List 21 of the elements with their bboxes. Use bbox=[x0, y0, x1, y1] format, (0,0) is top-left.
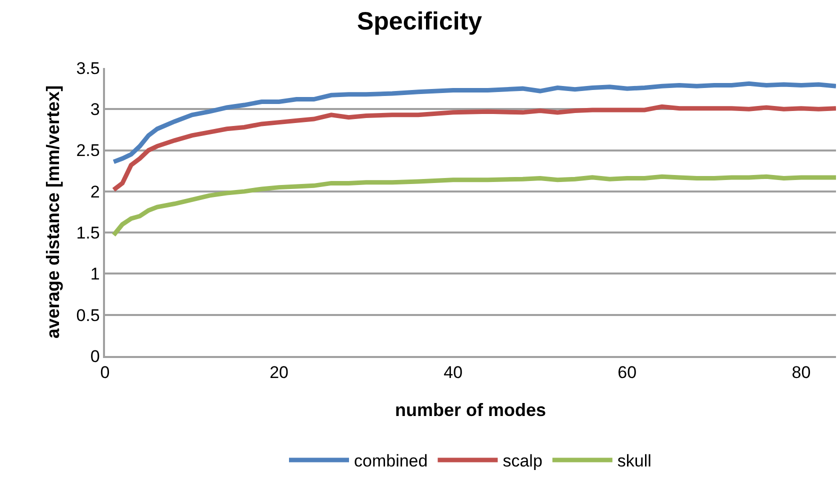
x-tick-label: 80 bbox=[792, 363, 811, 382]
chart-title: Specificity bbox=[356, 8, 482, 36]
legend-label: scalp bbox=[502, 452, 542, 471]
legend-label: skull bbox=[617, 452, 652, 471]
y-tick-label: 1.5 bbox=[76, 224, 100, 243]
y-tick-label: 1 bbox=[90, 264, 100, 284]
line-series bbox=[111, 174, 836, 238]
y-tick-label: 3 bbox=[90, 100, 100, 120]
y-tick-label: 0.5 bbox=[76, 306, 100, 325]
y-tick-label: 0 bbox=[90, 346, 100, 366]
line-series bbox=[111, 104, 836, 192]
y-tick-label: 2 bbox=[90, 182, 100, 202]
x-axis-title: number of modes bbox=[394, 400, 546, 420]
x-tick-label: 40 bbox=[444, 363, 463, 382]
x-tick-label: 60 bbox=[618, 363, 637, 382]
line-series bbox=[111, 81, 836, 164]
x-tick-label: 20 bbox=[270, 363, 289, 382]
y-tick-label: 2.5 bbox=[76, 141, 100, 160]
y-axis-title: average distance [mm/vertex] bbox=[42, 85, 63, 339]
legend-label: combined bbox=[354, 452, 428, 471]
y-tick-label: 3.5 bbox=[76, 58, 100, 78]
